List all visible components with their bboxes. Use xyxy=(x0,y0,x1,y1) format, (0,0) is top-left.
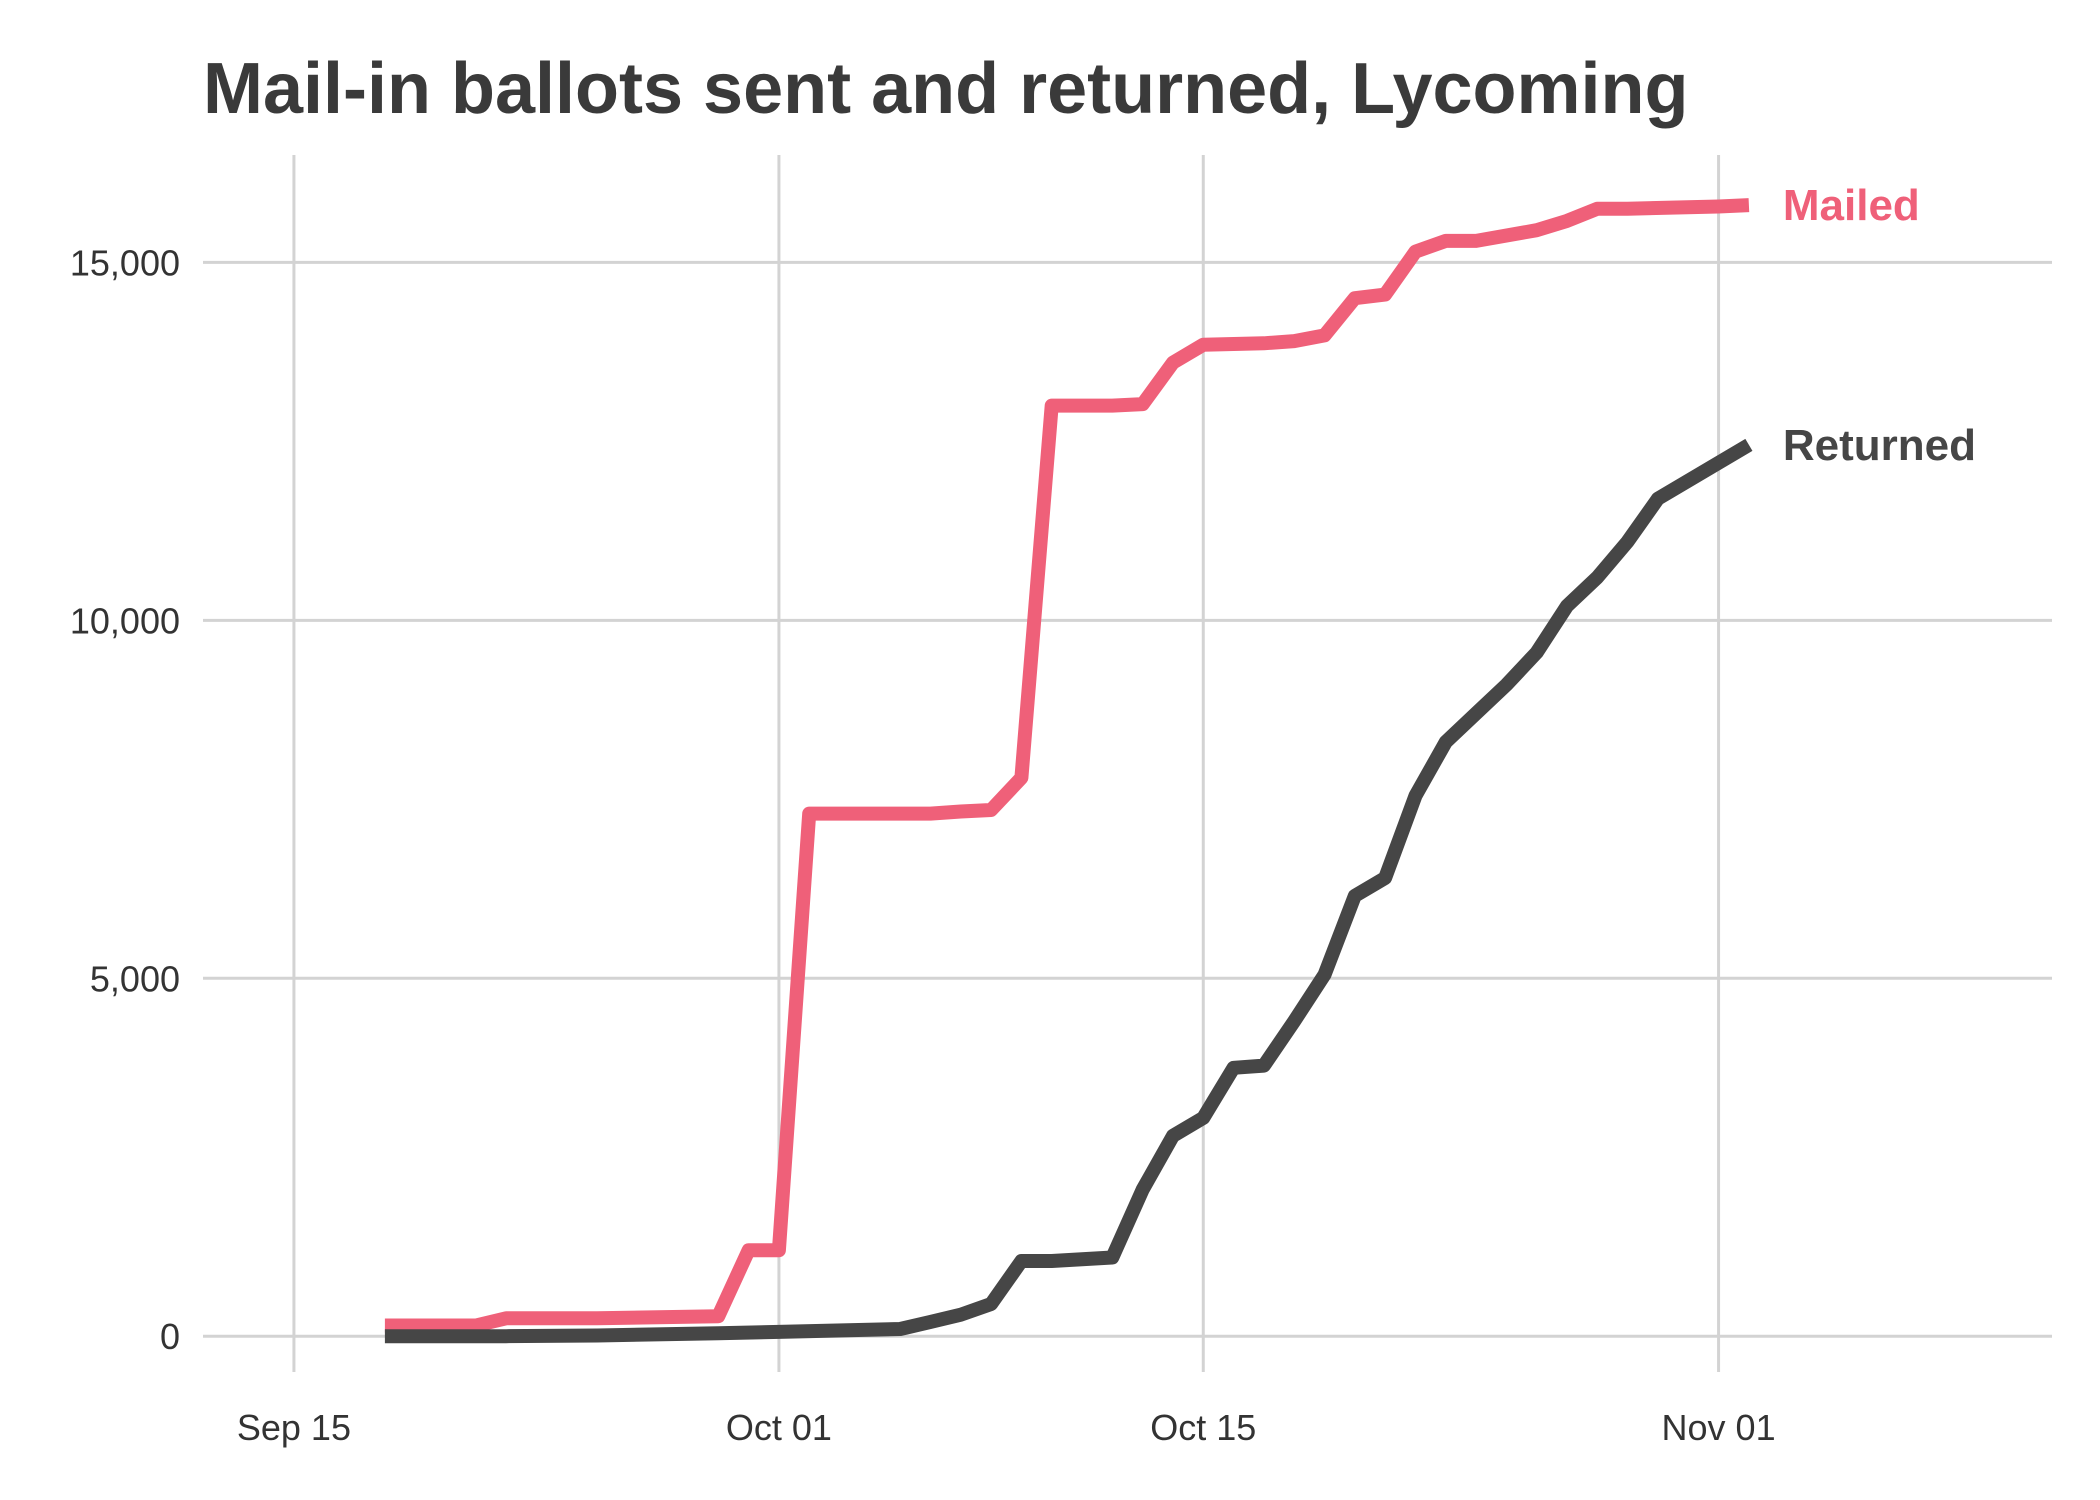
y-axis-ticks: 0 5,000 10,000 15,000 xyxy=(70,242,180,1357)
series-line-mailed xyxy=(384,198,1750,1333)
chart-title: Mail-in ballots sent and returned, Lycom… xyxy=(203,49,1689,129)
y-tick-label: 5,000 xyxy=(90,958,180,999)
y-tick-label: 10,000 xyxy=(70,600,180,641)
y-gridlines xyxy=(203,260,2052,1338)
x-tick-label: Oct 01 xyxy=(726,1407,832,1448)
x-tick-label: Nov 01 xyxy=(1662,1407,1776,1448)
series-label-mailed: Mailed xyxy=(1783,181,1920,230)
y-tick-label: 15,000 xyxy=(70,242,180,283)
series-lines xyxy=(384,198,1753,1344)
x-gridlines xyxy=(292,155,1721,1372)
y-tick-label: 0 xyxy=(160,1316,180,1357)
series-labels: Mailed Returned xyxy=(1783,181,1976,470)
x-tick-label: Sep 15 xyxy=(237,1407,351,1448)
x-axis-ticks: Sep 15 Oct 01 Oct 15 Nov 01 xyxy=(237,1407,1776,1448)
series-line-returned xyxy=(384,438,1753,1344)
series-label-returned: Returned xyxy=(1783,421,1976,470)
x-tick-label: Oct 15 xyxy=(1150,1407,1256,1448)
